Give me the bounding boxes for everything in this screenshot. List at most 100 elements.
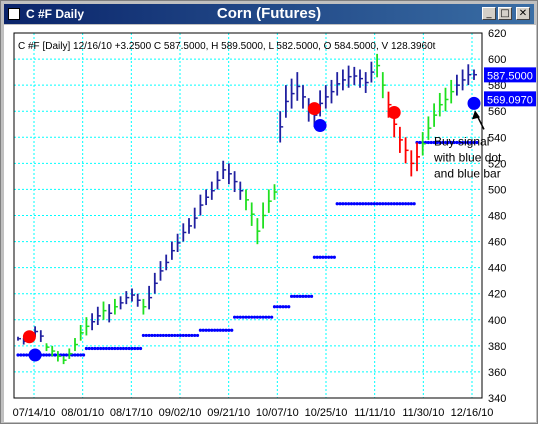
y-tick-label: 460 [488,237,506,249]
signal-dot [412,202,416,206]
signal-dot [341,202,345,206]
signal-dot [113,346,117,351]
signal-dot [270,315,274,319]
signal-dot [76,353,80,357]
signal-dot [258,315,262,319]
chart-header-text: C #F [Daily] 12/16/10 +3.2500 C 587.5000… [18,41,436,52]
signal-dot [404,202,408,206]
price-chart[interactable]: 340 360 380 400 420 440 460 480 500 520 540 560 580 6… [4,25,536,422]
signal-dot [272,305,277,309]
maximize-button[interactable]: □ [498,7,512,20]
annotation-text: Buy signal [434,134,489,148]
signal-dot [167,333,171,338]
signal-dot [64,353,69,357]
signal-dot [241,315,245,319]
signal-dot [455,140,459,145]
y-tick-label: 440 [488,263,506,275]
window-title: C #F Daily [26,7,85,21]
signal-dot [358,202,362,206]
y-tick-label: 500 [488,184,506,196]
signal-dot [255,315,259,319]
signal-dot [364,202,368,206]
signal-dot [138,346,143,351]
signal-dot [406,202,411,206]
signal-dot [264,315,268,319]
signal-dot [247,315,251,319]
buy-signal-marker [28,348,42,362]
signal-dot [252,315,257,319]
signal-dot [62,353,66,357]
signal-dot [127,346,131,351]
signal-dot [173,333,177,338]
signal-dot [198,328,202,332]
signal-dot [101,346,106,351]
signal-dot [136,346,140,351]
x-tick-label: 10/25/10 [305,407,348,419]
y-tick-label: 540 [488,132,506,144]
minimize-button[interactable]: _ [482,7,496,20]
signal-dot [472,140,476,145]
price-label: 587.5000 [487,70,533,82]
signal-dot [298,294,302,298]
signal-dot [463,140,468,145]
signal-dot [429,140,433,145]
x-tick-label: 11/11/10 [354,407,395,419]
x-tick-label: 08/01/10 [61,407,104,419]
signal-dot [121,346,126,351]
chart-app-icon [8,8,20,20]
signal-dot [24,353,29,357]
close-button[interactable]: ✕ [516,7,530,20]
y-tick-label: 600 [488,54,506,66]
signal-dot [170,333,174,338]
signal-dot [44,353,49,357]
signal-dot [207,328,211,332]
signal-dot [409,202,413,206]
signal-dot [213,328,217,332]
signal-dot [446,140,450,145]
signal-dot [315,255,319,259]
signal-dot [130,346,134,351]
signal-dot [438,140,442,145]
signal-dot [215,328,220,332]
signal-dot [384,202,388,206]
y-tick-label: 420 [488,289,506,301]
signal-dot [181,333,185,338]
signal-dot [389,202,393,206]
signal-dot [16,353,20,357]
title-bar[interactable]: C #F Daily Corn (Futures) _ □ ✕ [4,4,534,24]
x-tick-label: 08/17/10 [110,407,153,419]
signal-dot [150,333,154,338]
chart-area[interactable]: 340 360 380 400 420 440 460 480 500 520 540 560 580 6… [4,25,536,422]
signal-dot [349,202,354,206]
signal-dot [47,353,51,357]
signal-dot [244,315,248,319]
signal-dot [369,202,373,206]
signal-dot [432,140,436,145]
signal-dot [307,294,311,298]
signal-dot [275,305,279,309]
x-tick-label: 12/16/10 [451,407,494,419]
signal-dot [361,202,365,206]
signal-dot [366,202,371,206]
x-tick-label: 07/14/10 [13,407,56,419]
signal-dot [418,140,422,145]
signal-dot [221,328,225,332]
y-tick-label: 520 [488,158,506,170]
y-tick-label: 560 [488,106,506,118]
signal-dot [19,353,23,357]
signal-dot [90,346,94,351]
signal-dot [133,346,137,351]
signal-dot [452,140,456,145]
signal-dot [156,333,160,338]
signal-dot [84,346,88,351]
signal-dot [99,346,103,351]
y-tick-label: 480 [488,211,506,223]
signal-dot [73,353,77,357]
signal-dot [81,353,86,357]
signal-dot [329,255,334,259]
signal-dot [190,333,194,338]
y-tick-label: 360 [488,367,506,379]
signal-dot [201,328,205,332]
signal-dot [147,333,151,338]
signal-dot [435,140,439,145]
